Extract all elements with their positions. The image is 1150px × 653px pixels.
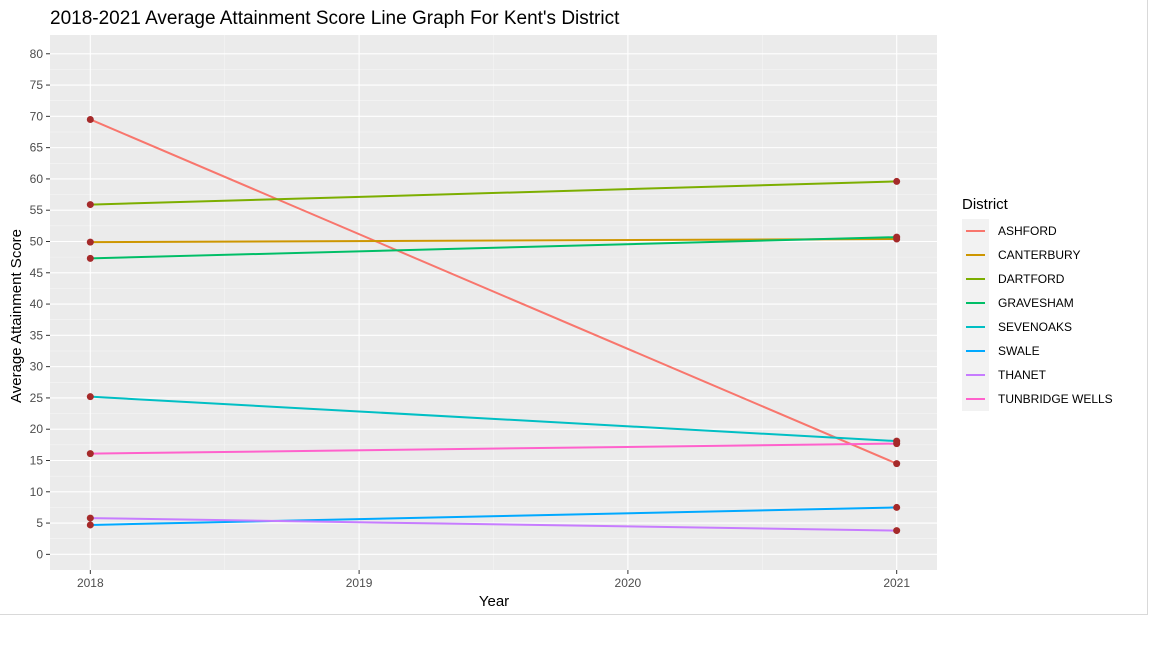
x-axis-label: Year	[479, 593, 509, 610]
y-tick-label: 35	[30, 328, 44, 342]
data-point-thanet	[893, 527, 901, 535]
series-line-gravesham	[90, 236, 897, 260]
chart-title: 2018-2021 Average Attainment Score Line …	[50, 8, 620, 29]
data-point-gravesham	[86, 254, 94, 262]
series-line-thanet	[90, 517, 897, 532]
y-tick-label: 70	[30, 109, 44, 123]
minor-gridlines	[50, 35, 937, 570]
data-point-gravesham	[893, 233, 901, 241]
y-tick-label: 65	[30, 141, 44, 155]
y-tick-label: 5	[36, 516, 43, 530]
legend-label: THANET	[998, 368, 1047, 382]
series-line-tunbridge-wells	[90, 442, 897, 455]
data-point-dartford	[893, 177, 901, 185]
y-axis: 0 5 10 15 20 25 30 35 40 45 50 55 60 65 70 75 80	[30, 47, 50, 561]
x-tick-label: 2019	[346, 576, 373, 590]
data-point-tunbridge-wells	[86, 450, 94, 458]
image-border-right	[1147, 0, 1148, 615]
y-tick-label: 50	[30, 234, 44, 248]
legend-label: GRAVESHAM	[998, 296, 1074, 310]
legend-label: ASHFORD	[998, 224, 1057, 238]
legend-label: TUNBRIDGE WELLS	[998, 392, 1113, 406]
y-tick-label: 55	[30, 203, 44, 217]
legend-label: SEVENOAKS	[998, 320, 1072, 334]
data-point-swale	[86, 521, 94, 529]
major-gridlines	[50, 35, 937, 570]
x-axis: 2018 2019 2020 2021	[77, 570, 910, 590]
y-tick-label: 40	[30, 297, 44, 311]
y-tick-label: 80	[30, 47, 44, 61]
image-border-bottom	[0, 614, 1148, 615]
data-point-dartford	[86, 201, 94, 209]
data-point-ashford	[86, 115, 94, 123]
legend-label: DARTFORD	[998, 272, 1065, 286]
y-tick-label: 0	[36, 547, 43, 561]
y-tick-label: 10	[30, 485, 44, 499]
y-tick-label: 25	[30, 391, 44, 405]
series-lines	[89, 118, 898, 532]
series-line-sevenoaks	[90, 395, 897, 443]
data-point-canterbury	[86, 238, 94, 246]
data-point-sevenoaks	[86, 393, 94, 401]
data-point-swale	[893, 503, 901, 511]
data-point-tunbridge-wells	[893, 440, 901, 448]
series-line-canterbury	[90, 237, 897, 244]
x-tick-label: 2021	[883, 576, 910, 590]
legend-items: ASHFORD CANTERBURY DARTFORD GRAVESHAM SEVENO…	[962, 219, 1113, 411]
legend-label: CANTERBURY	[998, 248, 1080, 262]
series-line-ashford	[89, 118, 898, 465]
x-tick-label: 2018	[77, 576, 104, 590]
legend: District ASHFORD CANTERBURY DARTFORD GRAVES…	[962, 196, 1113, 411]
y-axis-label: Average Attainment Score	[8, 229, 25, 403]
legend-label: SWALE	[998, 344, 1040, 358]
legend-title: District	[962, 196, 1009, 213]
series-points	[86, 115, 901, 535]
y-tick-label: 30	[30, 360, 44, 374]
data-point-ashford	[893, 460, 901, 468]
y-tick-label: 60	[30, 172, 44, 186]
y-tick-label: 75	[30, 78, 44, 92]
data-point-thanet	[86, 514, 94, 522]
y-tick-label: 20	[30, 422, 44, 436]
series-line-swale	[90, 506, 897, 526]
y-tick-label: 45	[30, 266, 44, 280]
y-tick-label: 15	[30, 453, 44, 467]
x-tick-label: 2020	[615, 576, 642, 590]
series-line-dartford	[90, 180, 897, 206]
